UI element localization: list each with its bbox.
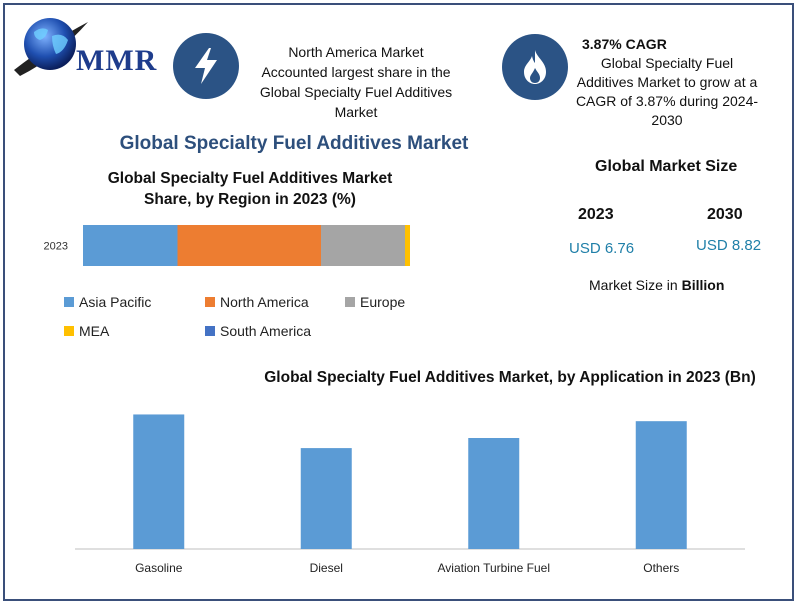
lightning-bolt-icon bbox=[173, 33, 239, 99]
market-size-heading: Global Market Size bbox=[595, 158, 738, 175]
application-bar bbox=[468, 438, 520, 549]
market-size-year-2030: 2030 bbox=[707, 206, 743, 223]
info2-line: Global Specialty Fuel bbox=[600, 55, 734, 71]
legend-swatch-europe bbox=[345, 297, 355, 307]
info1-line: North America Market bbox=[288, 44, 424, 60]
legend-label: Europe bbox=[360, 294, 406, 310]
region-bar-segment bbox=[83, 225, 178, 266]
legend-label: MEA bbox=[79, 323, 110, 339]
application-bar bbox=[300, 448, 352, 549]
info2-line: CAGR of 3.87% during 2024- bbox=[575, 93, 759, 109]
legend-swatch-north-america bbox=[205, 297, 215, 307]
region-bar-segment bbox=[321, 225, 405, 266]
category-label: 2023 bbox=[44, 241, 68, 253]
x-tick-label: Aviation Turbine Fuel bbox=[437, 561, 550, 575]
application-bar-chart: Gasoline Diesel Aviation Turbine Fuel Other… bbox=[75, 414, 745, 575]
info1-line: Market bbox=[334, 104, 378, 120]
x-tick-label: Diesel bbox=[310, 561, 343, 575]
legend-item: Europe bbox=[345, 294, 405, 310]
legend-label: North America bbox=[220, 294, 309, 310]
region-bar-segment bbox=[177, 225, 321, 266]
info-cagr: Global Specialty Fuel Additives Market t… bbox=[563, 54, 771, 130]
info1-line: Accounted largest share in the bbox=[261, 64, 451, 80]
market-size-unit: Market Size in Billion bbox=[589, 277, 724, 293]
globe-logo-icon bbox=[12, 14, 90, 78]
application-chart-title: Global Specialty Fuel Additives Market, … bbox=[264, 369, 756, 386]
flame-icon bbox=[502, 34, 568, 100]
region-chart-title: Global Specialty Fuel Additives Market S… bbox=[80, 168, 420, 210]
legend-swatch-south-america bbox=[205, 326, 215, 336]
x-tick-label: Others bbox=[643, 561, 679, 575]
legend-label: South America bbox=[220, 323, 312, 339]
region-share-chart: 2023 bbox=[44, 225, 410, 266]
legend-swatch-asia-pacific bbox=[64, 297, 74, 307]
legend-item: Asia Pacific bbox=[64, 294, 151, 310]
legend-item: MEA bbox=[64, 323, 109, 339]
market-size-value-2023: USD 6.76 bbox=[569, 240, 635, 257]
cagr-title: 3.87% CAGR bbox=[582, 36, 667, 52]
infographic-frame bbox=[3, 3, 794, 601]
legend-item: North America bbox=[205, 294, 309, 310]
info2-line: 2030 bbox=[651, 112, 683, 128]
market-size-year-2023: 2023 bbox=[578, 206, 614, 223]
region-bar-segment bbox=[405, 225, 410, 266]
market-size-value-2030: USD 8.82 bbox=[696, 237, 762, 254]
legend-swatch-mea bbox=[64, 326, 74, 336]
region-chart-title-line: Share, by Region in 2023 (%) bbox=[144, 191, 356, 208]
application-bar bbox=[635, 421, 687, 549]
legend-label: Asia Pacific bbox=[79, 294, 152, 310]
info2-line: Additives Market to grow at a bbox=[576, 74, 758, 90]
info-north-america: North America Market Accounted largest s… bbox=[243, 42, 469, 122]
info1-line: Global Specialty Fuel Additives bbox=[259, 84, 453, 100]
region-chart-title-line: Global Specialty Fuel Additives Market bbox=[107, 170, 393, 187]
x-tick-label: Gasoline bbox=[135, 561, 183, 575]
application-bar bbox=[133, 414, 185, 549]
main-title: Global Specialty Fuel Additives Market bbox=[119, 133, 469, 154]
legend-item: South America bbox=[205, 323, 311, 339]
market-size-unit-bold: Billion bbox=[681, 277, 725, 293]
market-size-unit-prefix: Market Size in bbox=[589, 277, 678, 293]
logo-text: MMR bbox=[76, 44, 158, 77]
